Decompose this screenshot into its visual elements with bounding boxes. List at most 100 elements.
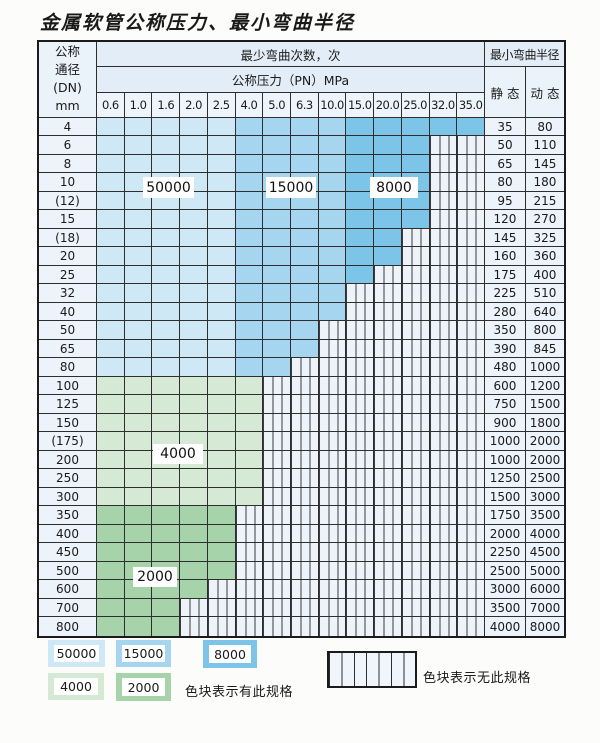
table-row: 80 480 1000 xyxy=(39,358,564,377)
spec-cell-unavailable xyxy=(346,617,375,636)
spec-cell-unavailable xyxy=(374,561,402,581)
pressure-header: 公称压力（PN）MPa xyxy=(97,67,485,93)
spec-cell-available xyxy=(180,284,208,303)
spec-cell-unavailable xyxy=(290,487,319,507)
spec-cell-unavailable xyxy=(429,302,458,322)
spec-cell-available xyxy=(124,284,153,303)
spec-cell-available xyxy=(263,358,291,377)
spec-cell-unavailable xyxy=(374,506,402,525)
table-row: 200 1000 2000 xyxy=(39,450,564,470)
spec-cell-unavailable xyxy=(263,395,291,414)
spec-cell-available xyxy=(207,173,236,192)
spec-cell-unavailable xyxy=(318,358,347,377)
static-radius-cell: 2000 xyxy=(484,524,526,544)
spec-cell-available xyxy=(207,561,236,581)
pn-header-value: 35.0 xyxy=(457,92,485,118)
spec-cell-available xyxy=(180,395,208,414)
spec-cell-available xyxy=(152,247,181,266)
spec-cell-available xyxy=(152,487,181,507)
static-radius-cell: 1000 xyxy=(484,432,526,451)
spec-cell-available xyxy=(124,117,153,137)
radius-header: 最小弯曲半径 xyxy=(484,42,564,68)
pn-header-value: 1.0 xyxy=(124,92,153,118)
spec-cell-available xyxy=(207,247,236,266)
dn-header-line: (DN) xyxy=(53,80,82,96)
spec-cell-unavailable xyxy=(290,524,319,544)
spec-cell-available xyxy=(263,321,291,340)
spec-cell-available xyxy=(374,117,402,137)
table-row: 20 160 360 xyxy=(39,247,564,266)
spec-cell-unavailable xyxy=(263,487,291,507)
cycles-overlay-4000: 4000 xyxy=(153,444,203,464)
spec-cell-unavailable xyxy=(263,450,291,470)
spec-cell-available xyxy=(318,284,347,303)
dynamic-radius-cell: 3000 xyxy=(525,487,564,507)
spec-cell-available xyxy=(374,154,402,174)
table-row: 600 3000 6000 xyxy=(39,580,564,599)
legend-no-spec-text: 色块表示无此规格 xyxy=(423,671,532,686)
spec-cell-unavailable xyxy=(235,524,264,544)
spec-cell-available xyxy=(235,191,264,211)
dynamic-radius-cell: 1800 xyxy=(525,413,564,433)
spec-cell-available xyxy=(97,580,125,599)
spec-cell-unavailable xyxy=(429,173,458,192)
spec-cell-unavailable xyxy=(263,432,291,451)
spec-cell-available xyxy=(152,284,181,303)
spec-cell-available xyxy=(207,376,236,396)
spec-cell-unavailable xyxy=(374,487,402,507)
dn-cell: 250 xyxy=(39,469,97,488)
spec-cell-unavailable xyxy=(401,580,430,599)
spec-cell-available xyxy=(124,598,153,618)
spec-cell-available xyxy=(180,228,208,248)
spec-cell-available xyxy=(207,413,236,433)
spec-cell-available xyxy=(97,524,125,544)
dynamic-radius-cell: 1000 xyxy=(525,358,564,377)
cycles-overlay-15000: 15000 xyxy=(266,177,316,198)
static-radius-cell: 600 xyxy=(484,376,526,396)
spec-cell-unavailable xyxy=(318,543,347,562)
dynamic-radius-cell: 845 xyxy=(525,339,564,359)
dn-column-header: 公称 通径 (DN) mm xyxy=(39,42,97,118)
dn-cell: 50 xyxy=(39,321,97,340)
spec-cell-unavailable xyxy=(429,506,458,525)
spec-cell-unavailable xyxy=(457,561,485,581)
spec-cell-unavailable xyxy=(429,395,458,414)
spec-cell-unavailable xyxy=(374,598,402,618)
spec-cell-available xyxy=(290,117,319,137)
spec-cell-unavailable xyxy=(374,284,402,303)
spec-cell-unavailable xyxy=(318,432,347,451)
spec-cell-available xyxy=(207,154,236,174)
pn-header-value: 20.0 xyxy=(374,92,402,118)
spec-cell-unavailable xyxy=(429,413,458,433)
spec-cell-unavailable xyxy=(401,265,430,285)
spec-cell-available xyxy=(346,191,375,211)
spec-cell-available xyxy=(318,265,347,285)
spec-cell-available xyxy=(124,376,153,396)
dn-cell: 80 xyxy=(39,358,97,377)
spec-cell-unavailable xyxy=(401,598,430,618)
spec-cell-unavailable xyxy=(346,432,375,451)
spec-cell-unavailable xyxy=(318,617,347,636)
spec-cell-available xyxy=(97,358,125,377)
spec-cell-unavailable xyxy=(263,413,291,433)
dn-cell: 600 xyxy=(39,580,97,599)
spec-cell-available xyxy=(235,284,264,303)
spec-cell-available xyxy=(180,321,208,340)
dn-cell: 450 xyxy=(39,543,97,562)
spec-cell-unavailable xyxy=(457,284,485,303)
spec-cell-unavailable xyxy=(346,580,375,599)
dn-cell: 500 xyxy=(39,561,97,581)
spec-cell-available xyxy=(457,117,485,137)
spec-cell-available xyxy=(207,191,236,211)
table-header: 公称 通径 (DN) mm 最少弯曲次数，次 最小弯曲半径 公称压力（PN）MP… xyxy=(39,42,564,118)
spec-cell-available xyxy=(290,247,319,266)
dynamic-radius-cell: 1200 xyxy=(525,376,564,396)
spec-cell-unavailable xyxy=(263,580,291,599)
dn-header-line: 公称 xyxy=(54,44,80,60)
spec-cell-available xyxy=(124,210,153,229)
spec-cell-available xyxy=(207,395,236,414)
table-row: 500 2500 5000 xyxy=(39,561,564,581)
dn-cell: 400 xyxy=(39,524,97,544)
spec-cell-unavailable xyxy=(374,524,402,544)
spec-cell-available xyxy=(124,524,153,544)
